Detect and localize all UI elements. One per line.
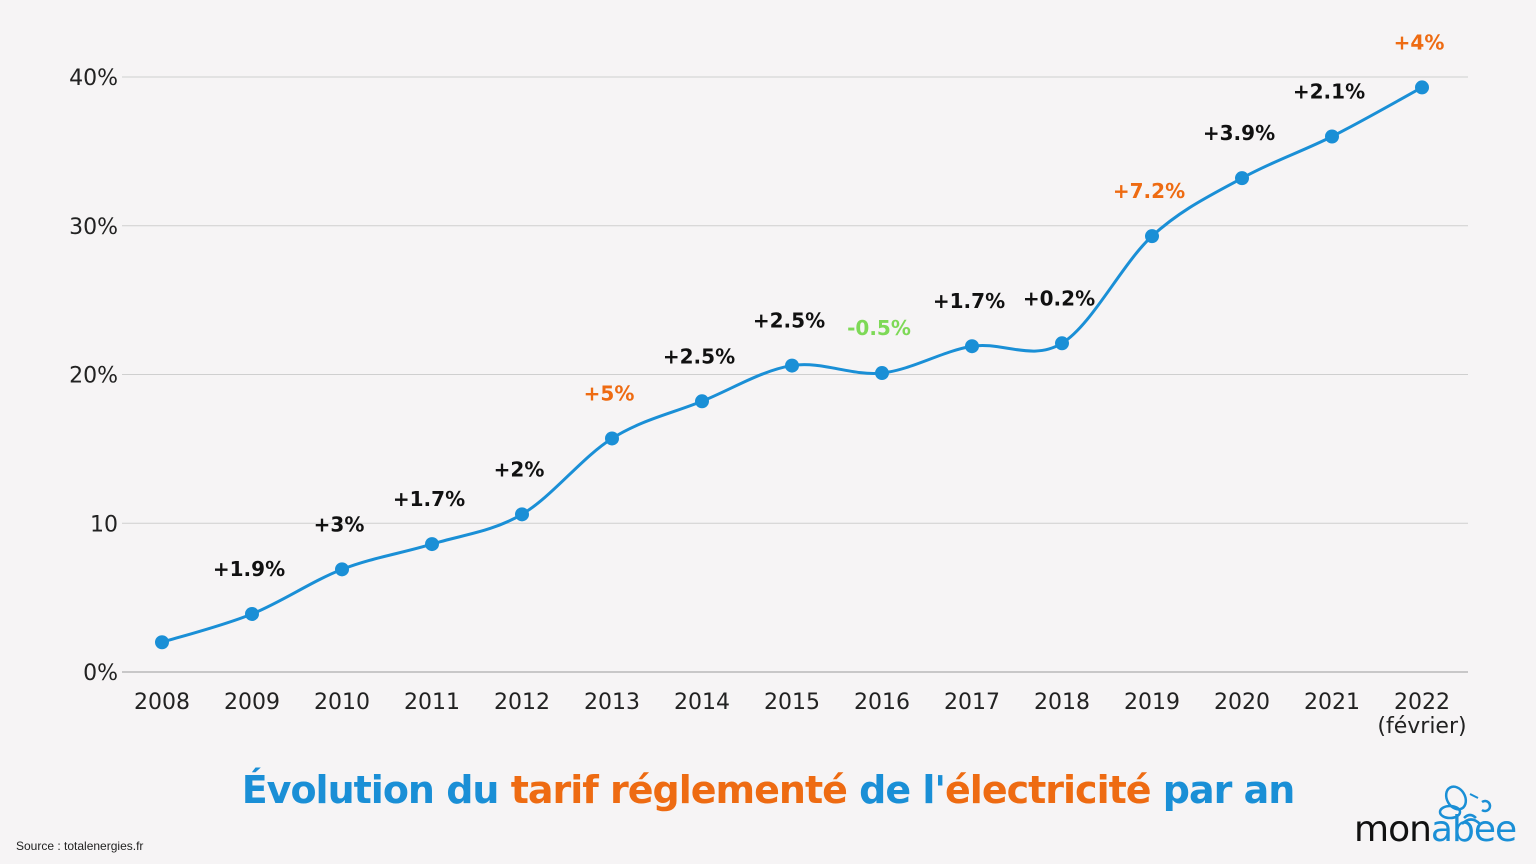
x-tick-label: 2011 xyxy=(404,690,460,715)
data-label: +5% xyxy=(584,381,635,405)
data-point xyxy=(1055,336,1069,351)
source-note: Source : totalenergies.fr xyxy=(16,839,144,853)
bee-icon xyxy=(1438,785,1492,825)
monabee-logo: monabee xyxy=(1352,780,1522,854)
data-label: +3.9% xyxy=(1203,121,1275,145)
data-label: +3% xyxy=(314,512,365,536)
data-label: +1.7% xyxy=(393,487,465,511)
data-label: +2% xyxy=(494,457,545,481)
data-label: +1.7% xyxy=(933,289,1005,313)
data-label: +2.5% xyxy=(753,309,825,333)
data-point xyxy=(335,562,349,577)
y-tick-label: 10 xyxy=(90,512,118,537)
data-label: -0.5% xyxy=(847,316,911,340)
title-part: tarif réglementé xyxy=(510,768,848,812)
title-part: électricité xyxy=(945,768,1152,812)
line-chart: 0% 10 20% 30% 40% 2008 2009 2010 2011 2012 2013 201… xyxy=(69,30,1468,739)
data-label: +2.5% xyxy=(663,344,735,368)
data-point xyxy=(1145,229,1159,244)
x-tick-label: 2019 xyxy=(1124,690,1180,715)
x-tick-label: 2021 xyxy=(1304,690,1360,715)
data-point xyxy=(605,431,619,446)
data-label: +4% xyxy=(1394,30,1445,54)
data-label: +7.2% xyxy=(1113,179,1185,203)
y-tick-label: 30% xyxy=(69,215,118,240)
data-point xyxy=(1325,129,1339,144)
data-point xyxy=(785,358,799,373)
x-tick-label: 2016 xyxy=(854,690,910,715)
x-tick-label: 2015 xyxy=(764,690,820,715)
data-label: +2.1% xyxy=(1293,80,1365,104)
x-tick-label: 2008 xyxy=(134,690,190,715)
data-point xyxy=(965,339,979,354)
x-tick-label: 2018 xyxy=(1034,690,1090,715)
y-tick-label: 40% xyxy=(69,66,118,91)
x-tick-label: 2017 xyxy=(944,690,1000,715)
x-tick-label: 2020 xyxy=(1214,690,1270,715)
x-tick-label: 2014 xyxy=(674,690,730,715)
data-point xyxy=(695,394,709,409)
logo-text: monabee xyxy=(1354,809,1517,850)
title-part: Évolution du xyxy=(241,768,511,812)
x-tick-label: 2022 xyxy=(1394,690,1450,715)
x-tick-sublabel: (février) xyxy=(1377,714,1466,739)
x-tick-label: 2010 xyxy=(314,690,370,715)
x-tick-label: 2013 xyxy=(584,690,640,715)
y-tick-label: 0% xyxy=(83,661,118,686)
data-point xyxy=(1415,80,1429,95)
x-tick-label: 2012 xyxy=(494,690,550,715)
data-point xyxy=(1235,171,1249,186)
data-point xyxy=(155,635,169,650)
data-point xyxy=(875,366,889,381)
data-label: +1.9% xyxy=(213,557,285,581)
data-point xyxy=(515,507,529,522)
data-label: +0.2% xyxy=(1023,286,1095,310)
x-tick-label: 2009 xyxy=(224,690,280,715)
data-point xyxy=(425,537,439,552)
title-part: de l' xyxy=(846,768,946,812)
data-point xyxy=(245,606,259,621)
y-tick-label: 20% xyxy=(69,364,118,389)
title-part: par an xyxy=(1150,768,1296,812)
chart-title: Évolution du tarif réglementé de l'élect… xyxy=(0,768,1536,812)
series-line xyxy=(161,86,1423,644)
